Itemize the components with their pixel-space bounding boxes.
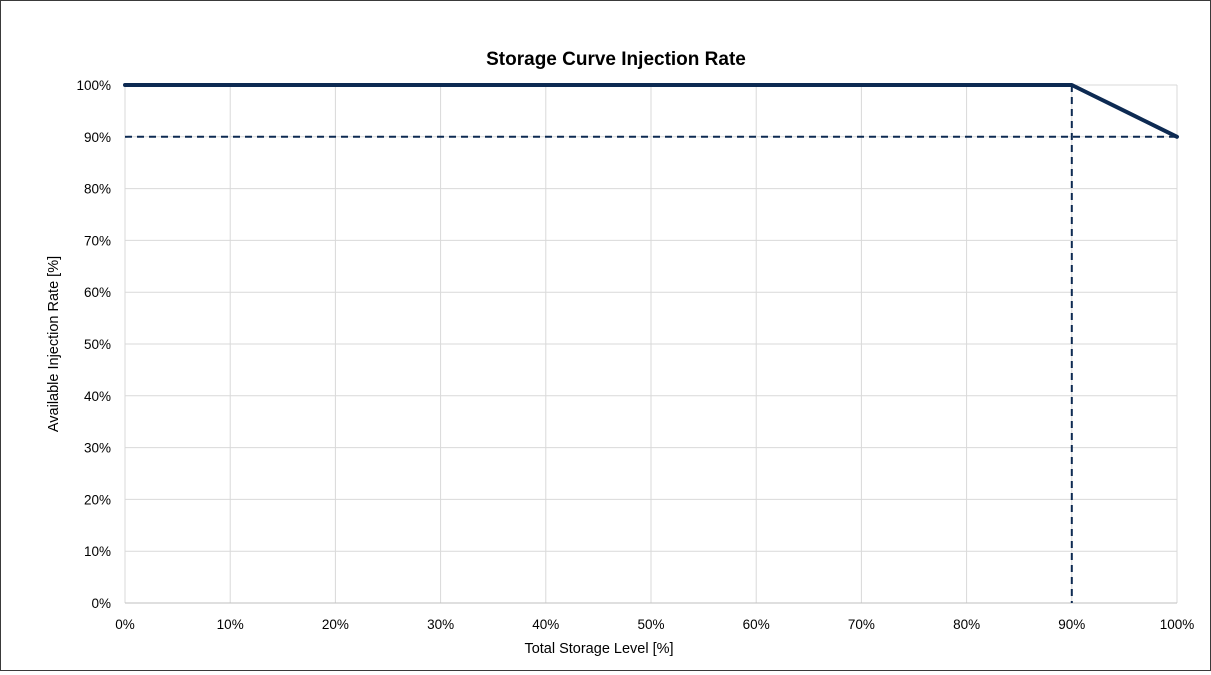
y-tick-label: 100% bbox=[76, 78, 111, 93]
grid-lines bbox=[124, 84, 1178, 604]
y-tick-label: 0% bbox=[91, 596, 111, 611]
series-lines bbox=[123, 83, 1179, 139]
x-tick-label: 50% bbox=[637, 617, 664, 632]
y-tick-label: 90% bbox=[84, 130, 111, 145]
reference-lines bbox=[125, 85, 1177, 603]
y-tick-label: 10% bbox=[84, 544, 111, 559]
x-tick-label: 90% bbox=[1058, 617, 1085, 632]
y-axis-label: Available Injection Rate [%] bbox=[46, 256, 62, 432]
y-tick-label: 60% bbox=[84, 285, 111, 300]
x-tick-label: 0% bbox=[115, 617, 135, 632]
x-axis-ticks: 0% 10% 20% 30% 40% 50% 60% 70% 80% 90% 100% bbox=[115, 617, 1194, 632]
y-axis-ticks: 0% 10% 20% 30% 40% 50% 60% 70% 80% 90% 100% bbox=[76, 78, 111, 611]
chart-title: Storage Curve Injection Rate bbox=[486, 49, 746, 70]
y-tick-label: 50% bbox=[84, 337, 111, 352]
x-tick-label: 100% bbox=[1160, 617, 1195, 632]
y-tick-label: 70% bbox=[84, 233, 111, 248]
series-line bbox=[123, 83, 1179, 139]
y-tick-label: 80% bbox=[84, 182, 111, 197]
x-tick-label: 10% bbox=[217, 617, 244, 632]
x-axis-label: Total Storage Level [%] bbox=[524, 641, 673, 657]
x-tick-label: 30% bbox=[427, 617, 454, 632]
x-tick-label: 40% bbox=[532, 617, 559, 632]
y-tick-label: 20% bbox=[84, 492, 111, 507]
x-tick-label: 20% bbox=[322, 617, 349, 632]
x-tick-label: 80% bbox=[953, 617, 980, 632]
x-tick-label: 70% bbox=[848, 617, 875, 632]
y-tick-label: 30% bbox=[84, 441, 111, 456]
y-tick-label: 40% bbox=[84, 389, 111, 404]
x-tick-label: 60% bbox=[743, 617, 770, 632]
